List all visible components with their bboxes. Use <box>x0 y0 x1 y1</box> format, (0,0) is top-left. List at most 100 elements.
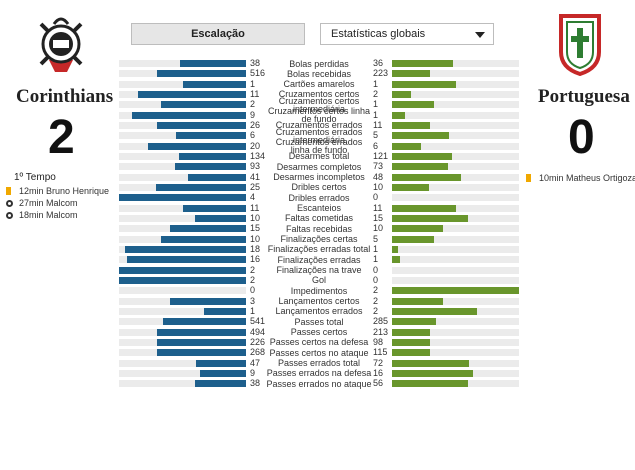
stat-label: Finalizações erradas total <box>267 244 371 255</box>
home-bar <box>157 121 246 129</box>
away-value: 2 <box>373 285 379 296</box>
away-events-list: 10min Matheus Ortigoza <box>526 172 635 184</box>
away-bar <box>392 204 456 212</box>
home-value: 4 <box>250 192 256 203</box>
home-value: 25 <box>250 181 261 192</box>
stat-row: 10 Finalizações certas 5 <box>0 234 635 245</box>
away-value: 285 <box>373 316 389 327</box>
away-value: 5 <box>373 233 379 244</box>
home-bar <box>163 318 246 326</box>
home-value: 516 <box>250 68 266 79</box>
home-bar-track <box>119 338 246 346</box>
stat-label: Desarmes total <box>288 151 350 162</box>
away-value: 1 <box>373 78 379 89</box>
away-bar <box>392 245 399 253</box>
away-event-item: 10min Matheus Ortigoza <box>526 172 635 184</box>
home-value: 541 <box>250 316 266 327</box>
home-value: 20 <box>250 140 261 151</box>
away-bar-track <box>392 318 519 326</box>
away-bar-track <box>392 90 519 98</box>
stat-label: Desarmes incompletos <box>273 172 365 183</box>
away-bar-track <box>392 266 519 274</box>
home-bar <box>179 60 246 67</box>
home-bar-track <box>119 90 246 98</box>
stat-label: Dribles errados <box>288 192 350 203</box>
period-label: 1º Tempo <box>14 172 56 183</box>
stat-label: Bolas recebidas <box>286 68 352 79</box>
stat-label: Cruzamentos errados <box>275 120 363 131</box>
home-bar <box>157 328 246 336</box>
away-bar <box>392 183 429 191</box>
stat-row: 3 Lançamentos certos 2 <box>0 296 635 307</box>
home-bar-track <box>119 359 246 367</box>
home-value: 10 <box>250 212 261 223</box>
stat-label: Passes errados na defesa <box>266 368 372 379</box>
away-value: 10 <box>373 181 384 192</box>
home-value: 38 <box>250 58 261 68</box>
home-bar <box>157 70 246 78</box>
stat-label: Escanteios <box>296 203 342 214</box>
away-bar <box>392 318 437 326</box>
away-bar <box>392 152 452 160</box>
stat-label: Lançamentos errados <box>275 306 363 317</box>
home-bar <box>178 152 246 160</box>
home-bar-track <box>119 194 246 202</box>
stat-label: Passes total <box>294 316 344 327</box>
home-value: 38 <box>250 378 261 389</box>
chevron-down-icon <box>475 32 485 38</box>
home-bar <box>160 101 246 109</box>
away-bar <box>392 214 469 222</box>
away-value: 11 <box>373 202 383 213</box>
away-bar <box>392 328 431 336</box>
stat-row: 541 Passes total 285 <box>0 316 635 327</box>
stat-label: Finalizações erradas <box>277 254 361 265</box>
home-bar <box>157 338 246 346</box>
away-bar <box>392 359 470 367</box>
stat-row: 9 Cruzamentos certos linha de fundo 1 <box>0 107 635 124</box>
home-value: 16 <box>250 254 261 265</box>
stat-label: Finalizações na trave <box>276 265 362 276</box>
home-bar <box>176 132 246 140</box>
away-value: 2 <box>373 88 379 99</box>
away-score: 0 <box>568 111 595 164</box>
away-bar-track <box>392 287 519 295</box>
away-bar-track <box>392 214 519 222</box>
tab-lineup[interactable]: Escalação <box>131 23 305 45</box>
away-event-text: 10min Matheus Ortigoza <box>539 173 635 183</box>
away-bar-track <box>392 111 519 119</box>
away-bar-track <box>392 307 519 315</box>
home-bar <box>174 163 246 171</box>
home-value: 0 <box>250 285 256 296</box>
home-value: 2 <box>250 264 256 275</box>
stat-row: 226 Passes certos na defesa 98 <box>0 337 635 348</box>
away-value: 15 <box>373 212 384 223</box>
home-bar <box>169 225 246 233</box>
stat-label: Impedimentos <box>290 285 348 296</box>
ball-icon <box>6 199 13 207</box>
away-value: 73 <box>373 161 384 172</box>
stats-dropdown[interactable]: Estatísticas globais <box>320 23 494 45</box>
stat-row: 25 Dribles certos 10 <box>0 182 635 193</box>
stat-label: Lançamentos certos <box>278 296 360 307</box>
stat-label: Cruzamentos errados intermediária <box>275 126 363 145</box>
home-value: 11 <box>250 88 260 99</box>
home-bar-track <box>119 380 246 388</box>
away-bar <box>392 101 434 109</box>
away-value: 121 <box>373 150 389 161</box>
stat-label: Desarmes completos <box>276 161 362 172</box>
home-value: 93 <box>250 161 261 172</box>
away-bar-track <box>392 70 519 78</box>
stat-row: 47 Passes errados total 72 <box>0 358 635 369</box>
away-value: 2 <box>373 295 379 306</box>
away-bar <box>392 111 405 119</box>
stat-label: Faltas cometidas <box>284 213 354 224</box>
stat-row: 38 Passes errados no ataque 56 <box>0 378 635 389</box>
away-bar-track <box>392 60 519 67</box>
home-bar-track <box>119 276 246 284</box>
home-bar-track <box>119 80 246 88</box>
stat-label: Passes errados no ataque <box>266 378 372 389</box>
away-bar-track <box>392 132 519 140</box>
away-bar <box>392 142 422 150</box>
away-value: 56 <box>373 378 384 389</box>
home-event-item: 12min Bruno Henrique <box>6 185 109 197</box>
